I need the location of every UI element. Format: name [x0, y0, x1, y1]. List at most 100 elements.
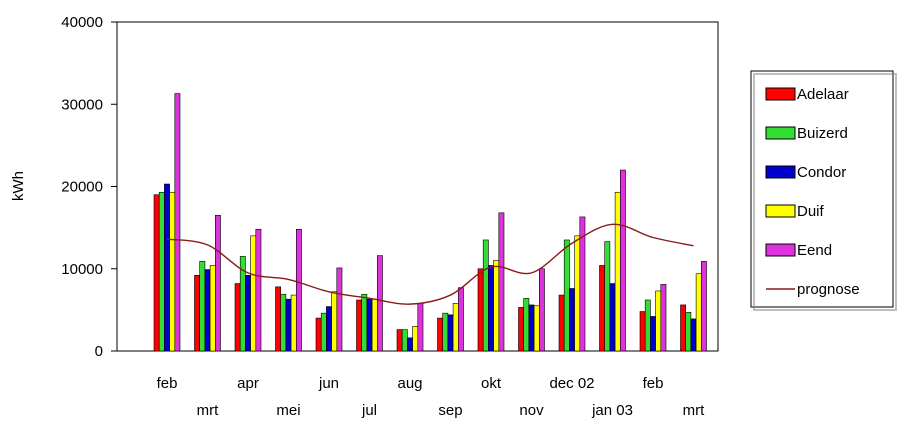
- bar-condor-10: [569, 288, 575, 352]
- bar-condor-0: [164, 183, 170, 352]
- bar-duif-10: [574, 235, 581, 352]
- bar-eend-3: [295, 228, 302, 352]
- bar-buizerd-0: [158, 191, 165, 352]
- legend-box: [750, 70, 894, 308]
- bar-buizerd-10: [563, 239, 570, 352]
- bar-buizerd-12: [644, 299, 651, 352]
- bar-eend-9: [538, 268, 545, 352]
- bar-eend-8: [498, 212, 505, 352]
- legend-swatch-duif: [765, 204, 796, 218]
- legend: Adelaar Buizerd Condor Duif Eend prognose: [750, 70, 897, 311]
- bar-duif-13: [695, 273, 702, 352]
- bar-eend-1: [215, 214, 221, 352]
- bar-duif-4: [331, 291, 338, 352]
- bar-buizerd-1: [199, 261, 206, 352]
- bar-adelaar-13: [680, 304, 686, 352]
- bar-adelaar-7: [437, 317, 443, 352]
- bar-duif-6: [412, 326, 419, 352]
- bar-adelaar-2: [234, 283, 241, 352]
- bar-buizerd-3: [280, 293, 287, 352]
- x-tick-label: feb: [157, 375, 178, 392]
- y-axis-label: kWh: [10, 171, 27, 201]
- legend-label-eend: Eend: [797, 242, 832, 259]
- bar-condor-8: [488, 265, 494, 352]
- x-tick-label: sep: [438, 402, 462, 419]
- bar-buizerd-4: [320, 312, 327, 352]
- legend-swatch-eend: [765, 243, 796, 257]
- bar-eend-12: [660, 284, 667, 352]
- bar-condor-2: [245, 275, 251, 352]
- x-tick-label: mrt: [683, 402, 705, 419]
- bar-adelaar-9: [518, 307, 524, 352]
- bar-adelaar-8: [477, 268, 484, 352]
- prognose-line-group: [166, 223, 694, 305]
- legend-label-condor: Condor: [797, 164, 846, 181]
- bar-buizerd-6: [401, 329, 408, 352]
- bar-eend-13: [700, 261, 707, 352]
- y-tick-label: 0: [95, 343, 103, 360]
- x-tick-label: mrt: [197, 402, 219, 419]
- bar-eend-7: [457, 287, 464, 352]
- legend-label-buizerd: Buizerd: [797, 125, 848, 142]
- bar-condor-3: [285, 298, 292, 352]
- legend-label-prognose: prognose: [797, 281, 860, 298]
- x-tick-label: aug: [397, 375, 422, 392]
- bar-condor-13: [690, 318, 697, 352]
- x-tick-label: okt: [481, 375, 502, 392]
- bar-adelaar-12: [639, 311, 646, 352]
- bar-adelaar-4: [315, 317, 322, 352]
- bar-eend-5: [376, 255, 383, 352]
- bar-duif-2: [250, 235, 257, 352]
- bar-eend-6: [417, 302, 424, 352]
- bar-adelaar-0: [153, 194, 160, 352]
- legend-swatch-buizerd: [765, 126, 796, 140]
- legend-label-adelaar: Adelaar: [797, 86, 849, 103]
- x-tick-label: jan 03: [591, 402, 633, 419]
- x-tick-label: jun: [318, 375, 339, 392]
- y-tick-label: 20000: [61, 179, 103, 196]
- bar-condor-5: [366, 298, 373, 352]
- bar-adelaar-3: [275, 286, 281, 352]
- bar-adelaar-1: [194, 275, 200, 352]
- y-tick-label: 40000: [61, 14, 103, 31]
- y-axis-ticks: 0 10000 20000 30000 40000: [61, 14, 117, 360]
- bar-buizerd-9: [523, 298, 530, 352]
- x-tick-label: feb: [643, 375, 664, 392]
- bar-duif-3: [290, 294, 297, 352]
- bar-eend-11: [619, 169, 626, 352]
- bar-eend-0: [174, 93, 181, 352]
- bar-duif-11: [614, 191, 621, 352]
- legend-swatch-adelaar: [765, 87, 796, 101]
- bar-duif-7: [452, 302, 459, 352]
- bar-adelaar-11: [599, 265, 605, 352]
- x-tick-label: apr: [237, 375, 259, 392]
- bar-eend-4: [336, 267, 343, 352]
- bar-condor-11: [609, 283, 616, 352]
- x-tick-label: nov: [519, 402, 544, 419]
- legend-swatch-condor: [765, 165, 796, 179]
- bar-buizerd-5: [361, 293, 368, 352]
- y-tick-label: 10000: [61, 261, 103, 278]
- bar-duif-1: [209, 265, 216, 352]
- bar-adelaar-5: [356, 299, 362, 352]
- x-tick-label: jul: [361, 402, 377, 419]
- legend-label-duif: Duif: [797, 203, 825, 220]
- bar-adelaar-10: [558, 294, 565, 352]
- bar-condor-7: [447, 314, 454, 352]
- bar-condor-9: [528, 304, 535, 352]
- bar-eend-10: [579, 216, 586, 352]
- bar-duif-5: [371, 298, 378, 352]
- y-tick-label: 30000: [61, 96, 103, 113]
- bar-buizerd-11: [604, 241, 611, 352]
- bars: [153, 93, 707, 352]
- bar-condor-12: [650, 316, 656, 352]
- x-tick-label: dec 02: [549, 375, 594, 392]
- bar-eend-2: [255, 228, 262, 352]
- bar-duif-0: [169, 191, 176, 352]
- bar-buizerd-8: [482, 239, 489, 352]
- bar-adelaar-6: [396, 329, 403, 352]
- bar-duif-12: [655, 290, 662, 352]
- bar-buizerd-7: [442, 312, 449, 352]
